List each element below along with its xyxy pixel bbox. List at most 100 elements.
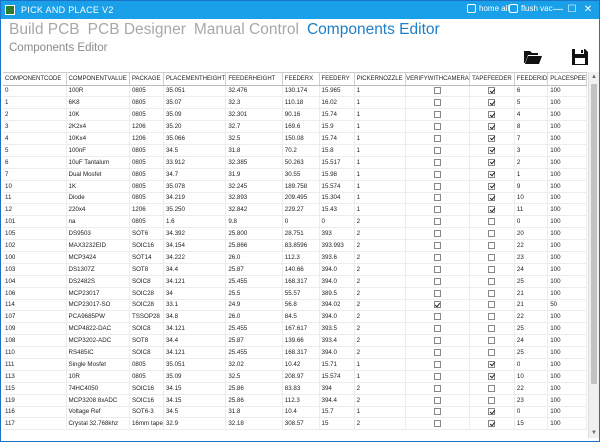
table-cell[interactable]: 189.758 — [282, 180, 320, 193]
table-cell[interactable]: 2 — [354, 382, 407, 395]
table-cell[interactable]: 0 — [282, 215, 320, 229]
table-cell[interactable]: 1 — [354, 192, 407, 205]
table-cell[interactable]: 1 — [354, 406, 407, 419]
table-cell[interactable]: 25 — [514, 322, 549, 336]
table-row[interactable]: 105 DS9503 SOT6 34.392 25.800 28.751 393 2 20 100 — [3, 227, 587, 241]
table-cell[interactable]: 0805 — [129, 370, 164, 383]
table-cell[interactable]: DS9503 — [66, 227, 130, 241]
table-cell[interactable]: 1 — [354, 180, 407, 193]
column-header[interactable]: PLACEMENTHEIGHT — [163, 73, 227, 86]
table-cell[interactable]: 100 — [547, 310, 587, 324]
table-cell[interactable]: 84.5 — [282, 310, 320, 324]
table-cell[interactable]: SOT6-3 — [129, 406, 164, 419]
table-cell[interactable]: 100 — [547, 203, 587, 217]
table-cell[interactable]: 111 — [3, 358, 67, 371]
table-cell[interactable]: SOT8 — [129, 263, 164, 276]
table-cell[interactable]: 32.02 — [225, 358, 283, 371]
table-cell[interactable]: 100 — [547, 334, 587, 348]
table-cell[interactable]: 308.57 — [282, 417, 320, 431]
table-row[interactable]: 116 Voltage Ref SOT6-3 34.5 31.8 10.4 15.7 1 0 10… — [3, 406, 587, 419]
table-cell[interactable]: PCA9685PW — [66, 310, 130, 324]
table-cell[interactable]: 11 — [3, 192, 67, 205]
table-cell[interactable]: 1206 — [129, 120, 164, 134]
verify-camera-checkbox[interactable] — [433, 170, 441, 178]
table-cell[interactable]: 10.42 — [282, 358, 320, 371]
table-cell[interactable]: 107 — [3, 310, 67, 324]
table-cell[interactable]: 100nF — [66, 144, 130, 157]
save-button[interactable] — [571, 48, 591, 66]
table-cell[interactable]: 32.385 — [225, 156, 283, 169]
table-cell[interactable]: 21 — [514, 287, 549, 300]
table-cell[interactable]: 32.7 — [225, 120, 283, 134]
table-cell[interactable]: 34 — [163, 287, 227, 300]
table-cell[interactable]: 108 — [3, 334, 67, 348]
table-cell[interactable]: 5 — [514, 96, 549, 110]
table-cell[interactable]: 16mm tape — [129, 417, 164, 431]
table-cell[interactable]: 50 — [547, 299, 587, 312]
table-cell[interactable]: 1 — [354, 108, 407, 122]
table-cell[interactable]: 100 — [547, 394, 587, 407]
table-cell[interactable]: 32.245 — [225, 180, 283, 193]
close-button[interactable]: ✕ — [583, 4, 593, 15]
column-header[interactable]: FEEDERX — [282, 73, 320, 86]
table-cell[interactable]: 15.98 — [319, 168, 355, 181]
table-cell[interactable]: 104 — [3, 275, 67, 288]
table-cell[interactable]: 32.18 — [225, 417, 283, 431]
table-row[interactable]: 109 MCP4822-DAC SOIC8 34.121 25.455 167.617 39… — [3, 322, 587, 336]
table-cell[interactable]: 3 — [514, 144, 549, 157]
table-cell[interactable]: 100 — [547, 192, 587, 205]
table-cell[interactable]: 15 — [319, 417, 355, 431]
verify-camera-checkbox[interactable] — [433, 325, 441, 333]
verify-camera-checkbox[interactable] — [433, 158, 441, 166]
table-cell[interactable]: 25.455 — [225, 322, 283, 336]
table-cell[interactable]: 394.0 — [319, 263, 355, 276]
table-row[interactable]: 114 MCP23017-SO SOIC28 33.1 24.9 56.8 394.02 2 2… — [3, 299, 587, 312]
verify-camera-checkbox[interactable] — [433, 123, 441, 131]
column-header[interactable]: FEEDERHEIGHT — [225, 73, 283, 86]
table-cell[interactable]: 393.993 — [319, 239, 355, 252]
table-cell[interactable]: 9.8 — [225, 215, 283, 229]
scroll-down-icon[interactable]: ▼ — [591, 430, 597, 436]
table-cell[interactable]: 55.57 — [282, 287, 320, 300]
table-cell[interactable]: 32.842 — [225, 203, 283, 217]
table-cell[interactable]: 1 — [354, 96, 407, 110]
table-cell[interactable]: Single Mosfet — [66, 358, 130, 371]
table-cell[interactable]: DS2482S — [66, 275, 130, 288]
table-cell[interactable]: 103 — [3, 263, 67, 276]
table-row[interactable]: 10 1K 0805 35.078 32.245 189.758 15.574 1 9 100 — [3, 180, 587, 193]
table-cell[interactable]: 0805 — [129, 215, 164, 229]
table-cell[interactable]: 25 — [514, 275, 549, 288]
column-header[interactable]: COMPONENTVALUE — [66, 73, 130, 86]
tape-feeder-checkbox[interactable] — [488, 384, 496, 392]
table-cell[interactable]: SOT14 — [129, 251, 164, 264]
table-cell[interactable]: 0805 — [129, 144, 164, 157]
table-cell[interactable]: 35.07 — [163, 96, 227, 110]
table-cell[interactable]: 114 — [3, 299, 67, 312]
table-cell[interactable]: SOIC8 — [129, 346, 164, 359]
table-cell[interactable]: 15.7 — [319, 406, 355, 419]
table-cell[interactable]: SOIC28 — [129, 299, 164, 312]
table-cell[interactable]: 26.0 — [225, 310, 283, 324]
table-cell[interactable]: MCP3202-ADC — [66, 334, 130, 348]
table-cell[interactable]: 100 — [3, 251, 67, 264]
table-cell[interactable]: 2 — [354, 239, 407, 252]
verify-camera-checkbox[interactable] — [433, 206, 441, 214]
table-cell[interactable]: 100 — [547, 108, 587, 122]
table-cell[interactable]: 2 — [3, 108, 67, 122]
tape-feeder-checkbox[interactable] — [488, 372, 496, 380]
table-cell[interactable]: 119 — [3, 394, 67, 407]
table-row[interactable]: 11 Diode 0805 34.219 32.893 209.495 15.304 1 10 1… — [3, 192, 587, 205]
table-cell[interactable]: 0805 — [129, 156, 164, 169]
table-cell[interactable]: 10 — [514, 370, 549, 383]
table-cell[interactable]: 100 — [547, 168, 587, 181]
table-cell[interactable]: 100 — [547, 180, 587, 193]
table-cell[interactable]: 1 — [354, 85, 407, 98]
table-cell[interactable]: 50.263 — [282, 156, 320, 169]
verify-camera-checkbox[interactable] — [433, 384, 441, 392]
table-row[interactable]: 103 DS1307Z SOT8 34.4 25.87 140.66 394.0 2 24 100 — [3, 263, 587, 276]
table-cell[interactable]: 24.9 — [225, 299, 283, 312]
table-row[interactable]: 110 RS485IC SOIC8 34.121 25.455 168.317 394.0 2… — [3, 346, 587, 359]
table-cell[interactable]: 32.476 — [225, 85, 283, 98]
table-cell[interactable]: 15.304 — [319, 192, 355, 205]
table-cell[interactable]: 394.4 — [319, 394, 355, 407]
